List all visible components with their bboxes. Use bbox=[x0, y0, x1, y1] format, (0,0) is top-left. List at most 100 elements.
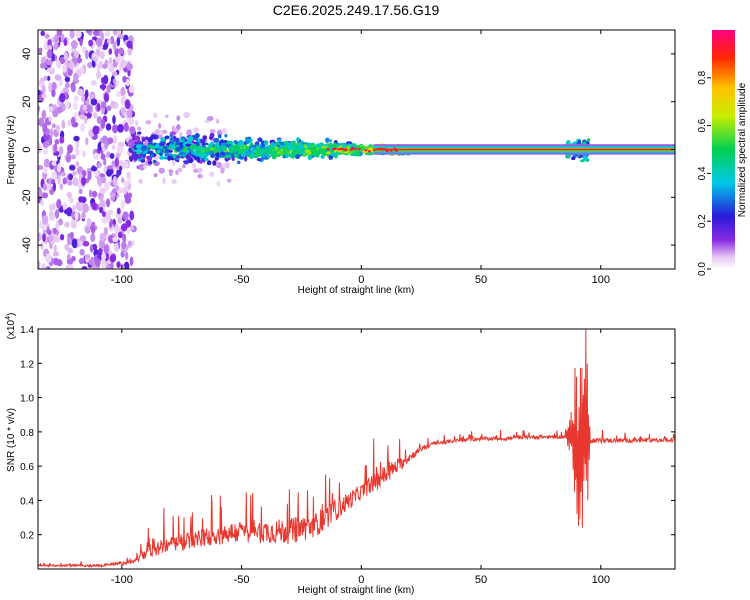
heatmap-cell bbox=[257, 137, 263, 142]
snr-series-line bbox=[38, 329, 675, 569]
heatmap-cell bbox=[307, 155, 313, 160]
heatmap-cell bbox=[38, 164, 44, 171]
heatmap-cell bbox=[176, 115, 181, 121]
heatmap-cell bbox=[125, 219, 132, 228]
heatmap-cell bbox=[117, 141, 125, 147]
heatmap-cell bbox=[157, 149, 161, 154]
heatmap-cell bbox=[73, 135, 80, 142]
heatmap-cell bbox=[51, 52, 55, 62]
heatmap-cell bbox=[389, 149, 393, 152]
heatmap-cell bbox=[158, 167, 165, 174]
heatmap-cell bbox=[48, 116, 52, 122]
spectrogram-heatmap bbox=[38, 30, 675, 269]
heatmap-cell bbox=[93, 112, 98, 119]
heatmap-cell bbox=[159, 131, 164, 136]
heatmap-cell bbox=[141, 137, 146, 142]
heatmap-cell bbox=[164, 153, 170, 157]
heatmap-cell bbox=[203, 148, 209, 153]
spectrogram-panel: -100 -50 0 50 100 -40 -20 0 20 40 Height of strai… bbox=[6, 29, 676, 296]
snr-axes: -100 -50 0 50 100 0.2 0.4 0.6 0.8 1.0 1.2 1.4 bbox=[20, 325, 675, 586]
heatmap-cell bbox=[64, 243, 70, 251]
heatmap-cell bbox=[70, 231, 74, 240]
heatmap-cell bbox=[41, 263, 47, 269]
heatmap-cell bbox=[325, 137, 330, 143]
heatmap-cell bbox=[79, 235, 87, 242]
heatmap-cell bbox=[42, 147, 48, 155]
heatmap-cell bbox=[38, 232, 41, 243]
heatmap-cell bbox=[41, 84, 46, 94]
heatmap-cell bbox=[146, 144, 154, 148]
heatmap-cell bbox=[182, 164, 186, 169]
heatmap-cell bbox=[231, 157, 235, 161]
heatmap-cell bbox=[76, 57, 83, 64]
heatmap-cell bbox=[128, 118, 134, 125]
heatmap-cell bbox=[65, 264, 70, 269]
heatmap-cell bbox=[64, 82, 70, 89]
heatmap-cell bbox=[302, 153, 307, 157]
heatmap-cell bbox=[209, 171, 215, 178]
heatmap-cell bbox=[77, 88, 84, 96]
heatmap-cell bbox=[66, 258, 74, 265]
heatmap-cell bbox=[46, 75, 51, 81]
heatmap-cell bbox=[122, 75, 127, 83]
heatmap-cell bbox=[80, 122, 86, 133]
heatmap-cell bbox=[112, 78, 117, 84]
colorbar-gradient bbox=[712, 30, 735, 269]
heatmap-cell bbox=[96, 116, 102, 124]
heatmap-cell bbox=[332, 147, 336, 151]
heatmap-cell bbox=[286, 142, 292, 148]
heatmap-cell bbox=[285, 153, 289, 158]
heatmap-cell bbox=[48, 234, 54, 243]
heatmap-cell bbox=[41, 192, 49, 199]
heatmap-cell bbox=[359, 146, 366, 151]
heatmap-cell bbox=[177, 167, 183, 173]
heatmap-cell bbox=[53, 41, 59, 51]
heatmap-cell bbox=[295, 154, 300, 160]
heatmap-cell bbox=[112, 134, 118, 145]
heatmap-cell bbox=[367, 152, 374, 156]
heatmap-cell bbox=[169, 137, 175, 143]
heatmap-cell bbox=[192, 143, 197, 149]
x-tick-label: -50 bbox=[234, 574, 250, 586]
heatmap-cell bbox=[122, 186, 128, 195]
heatmap-cell bbox=[75, 30, 82, 39]
heatmap-cell bbox=[250, 146, 255, 150]
heatmap-cell bbox=[108, 57, 113, 65]
heatmap-cell bbox=[175, 155, 181, 159]
heatmap-cell bbox=[176, 124, 181, 131]
heatmap-cell bbox=[186, 129, 193, 136]
heatmap-cell bbox=[49, 204, 56, 211]
heatmap-cell bbox=[279, 151, 283, 157]
heatmap-cell bbox=[112, 175, 118, 186]
heatmap-cell bbox=[318, 148, 325, 153]
x-tick-label: 0 bbox=[358, 574, 364, 586]
heatmap-cell bbox=[67, 144, 73, 154]
heatmap-cell bbox=[112, 41, 117, 51]
heatmap-cell bbox=[142, 153, 146, 158]
heatmap-cell bbox=[138, 178, 143, 184]
heatmap-cell bbox=[52, 182, 57, 192]
heatmap-cell bbox=[69, 30, 75, 39]
heatmap-cell bbox=[85, 30, 92, 34]
heatmap-cell bbox=[136, 151, 141, 155]
heatmap-cell bbox=[256, 158, 262, 161]
snr-frame bbox=[37, 328, 676, 570]
heatmap-cell bbox=[216, 118, 220, 124]
heatmap-cell bbox=[111, 71, 118, 77]
heatmap-cell bbox=[104, 30, 111, 37]
heatmap-cell bbox=[112, 124, 118, 134]
heatmap-cell bbox=[245, 145, 250, 151]
heatmap-cell bbox=[134, 119, 139, 127]
heatmap-cell bbox=[53, 244, 57, 253]
heatmap-cell bbox=[99, 199, 104, 207]
x-tick-label: 0 bbox=[358, 274, 364, 286]
heatmap-cell bbox=[127, 240, 132, 247]
heatmap-cell bbox=[159, 155, 165, 160]
heatmap-cell bbox=[261, 148, 268, 152]
heatmap-cell bbox=[220, 145, 227, 150]
heatmap-cell bbox=[119, 165, 123, 172]
heatmap-cell bbox=[48, 105, 54, 112]
heatmap-cell bbox=[126, 40, 133, 49]
heatmap-cell bbox=[121, 241, 127, 250]
heatmap-cell bbox=[82, 240, 90, 247]
